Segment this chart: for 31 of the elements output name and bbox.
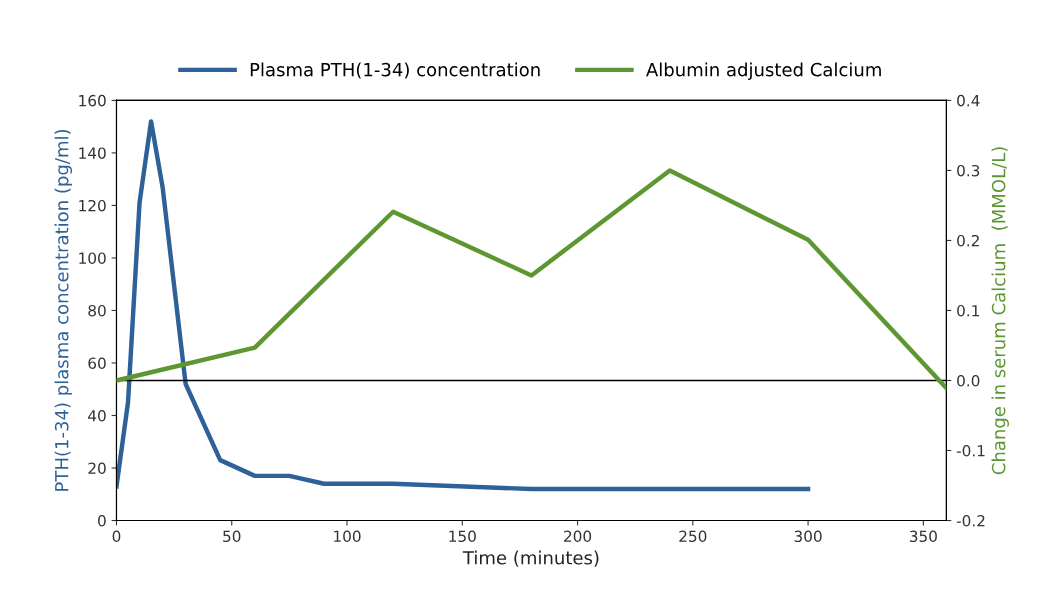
y2-tick-label: -0.1	[956, 444, 985, 457]
y-tick-label: 140	[79, 147, 106, 159]
x-tick-label: 0	[112, 530, 121, 543]
y-axis-title: PTH(1-34) plasma concentration (pg/ml)	[54, 129, 73, 491]
x-axis-title: Time (minutes)	[462, 550, 599, 567]
legend-label: Plasma PTH(1-34) concentration	[250, 62, 540, 79]
x-tick-label: 150	[449, 530, 476, 543]
x-tick-label: 200	[564, 530, 592, 543]
y2-axis-title: Change in serum Calcium (MMOL/L)	[991, 147, 1009, 475]
y2-tick-label: 0.3	[957, 164, 980, 177]
x-tick-label: 100	[334, 530, 361, 543]
y2-tick-label: 0.1	[957, 304, 980, 317]
y-tick-label: 0	[98, 514, 106, 527]
y-tick-label: 120	[79, 199, 106, 212]
y-tick-label: 100	[79, 252, 106, 264]
y2-tick-label: 0.2	[957, 234, 979, 247]
x-tick-label: 300	[794, 530, 822, 543]
x-tick-label: 350	[909, 530, 937, 543]
y-tick-label: 80	[88, 304, 106, 317]
y2-tick-label: -0.2	[956, 514, 985, 527]
y-tick-label: 20	[88, 462, 106, 475]
line-series	[116, 119, 811, 492]
y-tick-label: 60	[88, 357, 106, 369]
x-tick-label: 50	[223, 530, 241, 543]
y-tick-label: 160	[79, 94, 106, 107]
line-series	[116, 168, 947, 391]
legend-label: Albumin adjusted Calcium	[646, 62, 881, 80]
y2-tick-label: 0.4	[957, 94, 980, 107]
y2-tick-label: 0.0	[957, 374, 980, 387]
y-tick-label: 40	[88, 409, 106, 422]
x-tick-label: 250	[679, 530, 707, 543]
